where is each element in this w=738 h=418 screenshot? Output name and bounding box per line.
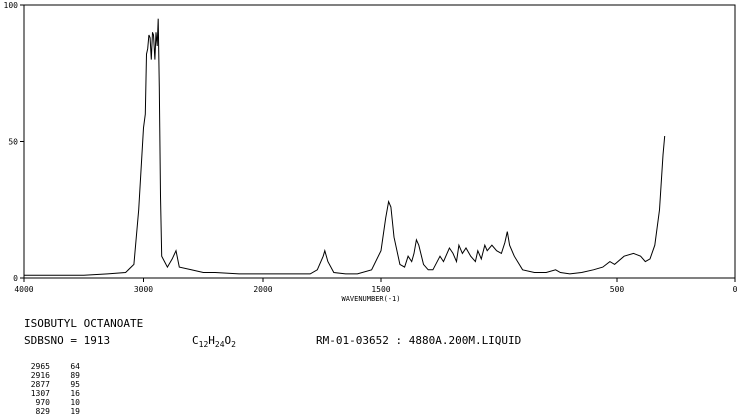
peak-row: 2965 64 xyxy=(24,362,80,371)
peak-table: 2965 64 2916 89 2877 95 1307 16 970 10 829 19 xyxy=(24,362,80,416)
peak-wavenumber: 829 xyxy=(35,407,50,416)
molecular-formula: C12H24O2 xyxy=(192,334,236,350)
x-tick-label: 3000 xyxy=(134,285,153,294)
peak-wavenumber: 2965 xyxy=(30,362,50,371)
peak-wavenumber: 1307 xyxy=(30,389,50,398)
peak-row: 829 19 xyxy=(24,407,80,416)
y-tick-label: 100 xyxy=(4,1,19,10)
x-tick-label: 4000 xyxy=(14,285,33,294)
y-tick-label: 50 xyxy=(8,138,18,147)
x-axis-label: WAVENUMBER(-1) xyxy=(341,295,400,303)
record-info: RM-01-03652 : 4880A.200M.LIQUID xyxy=(316,334,522,347)
peak-intensity: 10 xyxy=(70,398,80,407)
x-tick-label: 500 xyxy=(610,285,625,294)
chart-axes xyxy=(23,4,736,279)
plot-frame xyxy=(23,4,736,279)
x-tick-label: 1500 xyxy=(371,285,390,294)
peak-row: 2877 95 xyxy=(24,380,80,389)
peak-intensity: 64 xyxy=(70,362,80,371)
peak-intensity: 16 xyxy=(70,389,80,398)
chart-ticks: 4000 3000 2000 1500 500 0 0 50 100 xyxy=(4,1,738,294)
sdbs-number: SDBSNO = 1913 xyxy=(24,334,111,347)
peak-wavenumber: 970 xyxy=(35,398,50,407)
y-tick-label: 0 xyxy=(13,274,18,283)
peak-row: 1307 16 xyxy=(24,389,80,398)
peak-intensity: 19 xyxy=(70,407,80,416)
peak-wavenumber: 2916 xyxy=(30,371,50,380)
ir-spectrum-chart: 4000 3000 2000 1500 500 0 0 50 100 WAVENUMBER(-1… xyxy=(4,1,738,303)
peak-row: 970 10 xyxy=(24,398,80,407)
peak-wavenumber: 2877 xyxy=(30,380,50,389)
x-tick-label: 0 xyxy=(733,285,738,294)
peak-row: 2916 89 xyxy=(24,371,80,380)
compound-name: ISOBUTYL OCTANOATE xyxy=(24,317,144,330)
spectrum-line xyxy=(24,18,666,276)
x-tick-label: 2000 xyxy=(253,285,272,294)
peak-intensity: 95 xyxy=(70,380,80,389)
peak-intensity: 89 xyxy=(70,371,80,380)
